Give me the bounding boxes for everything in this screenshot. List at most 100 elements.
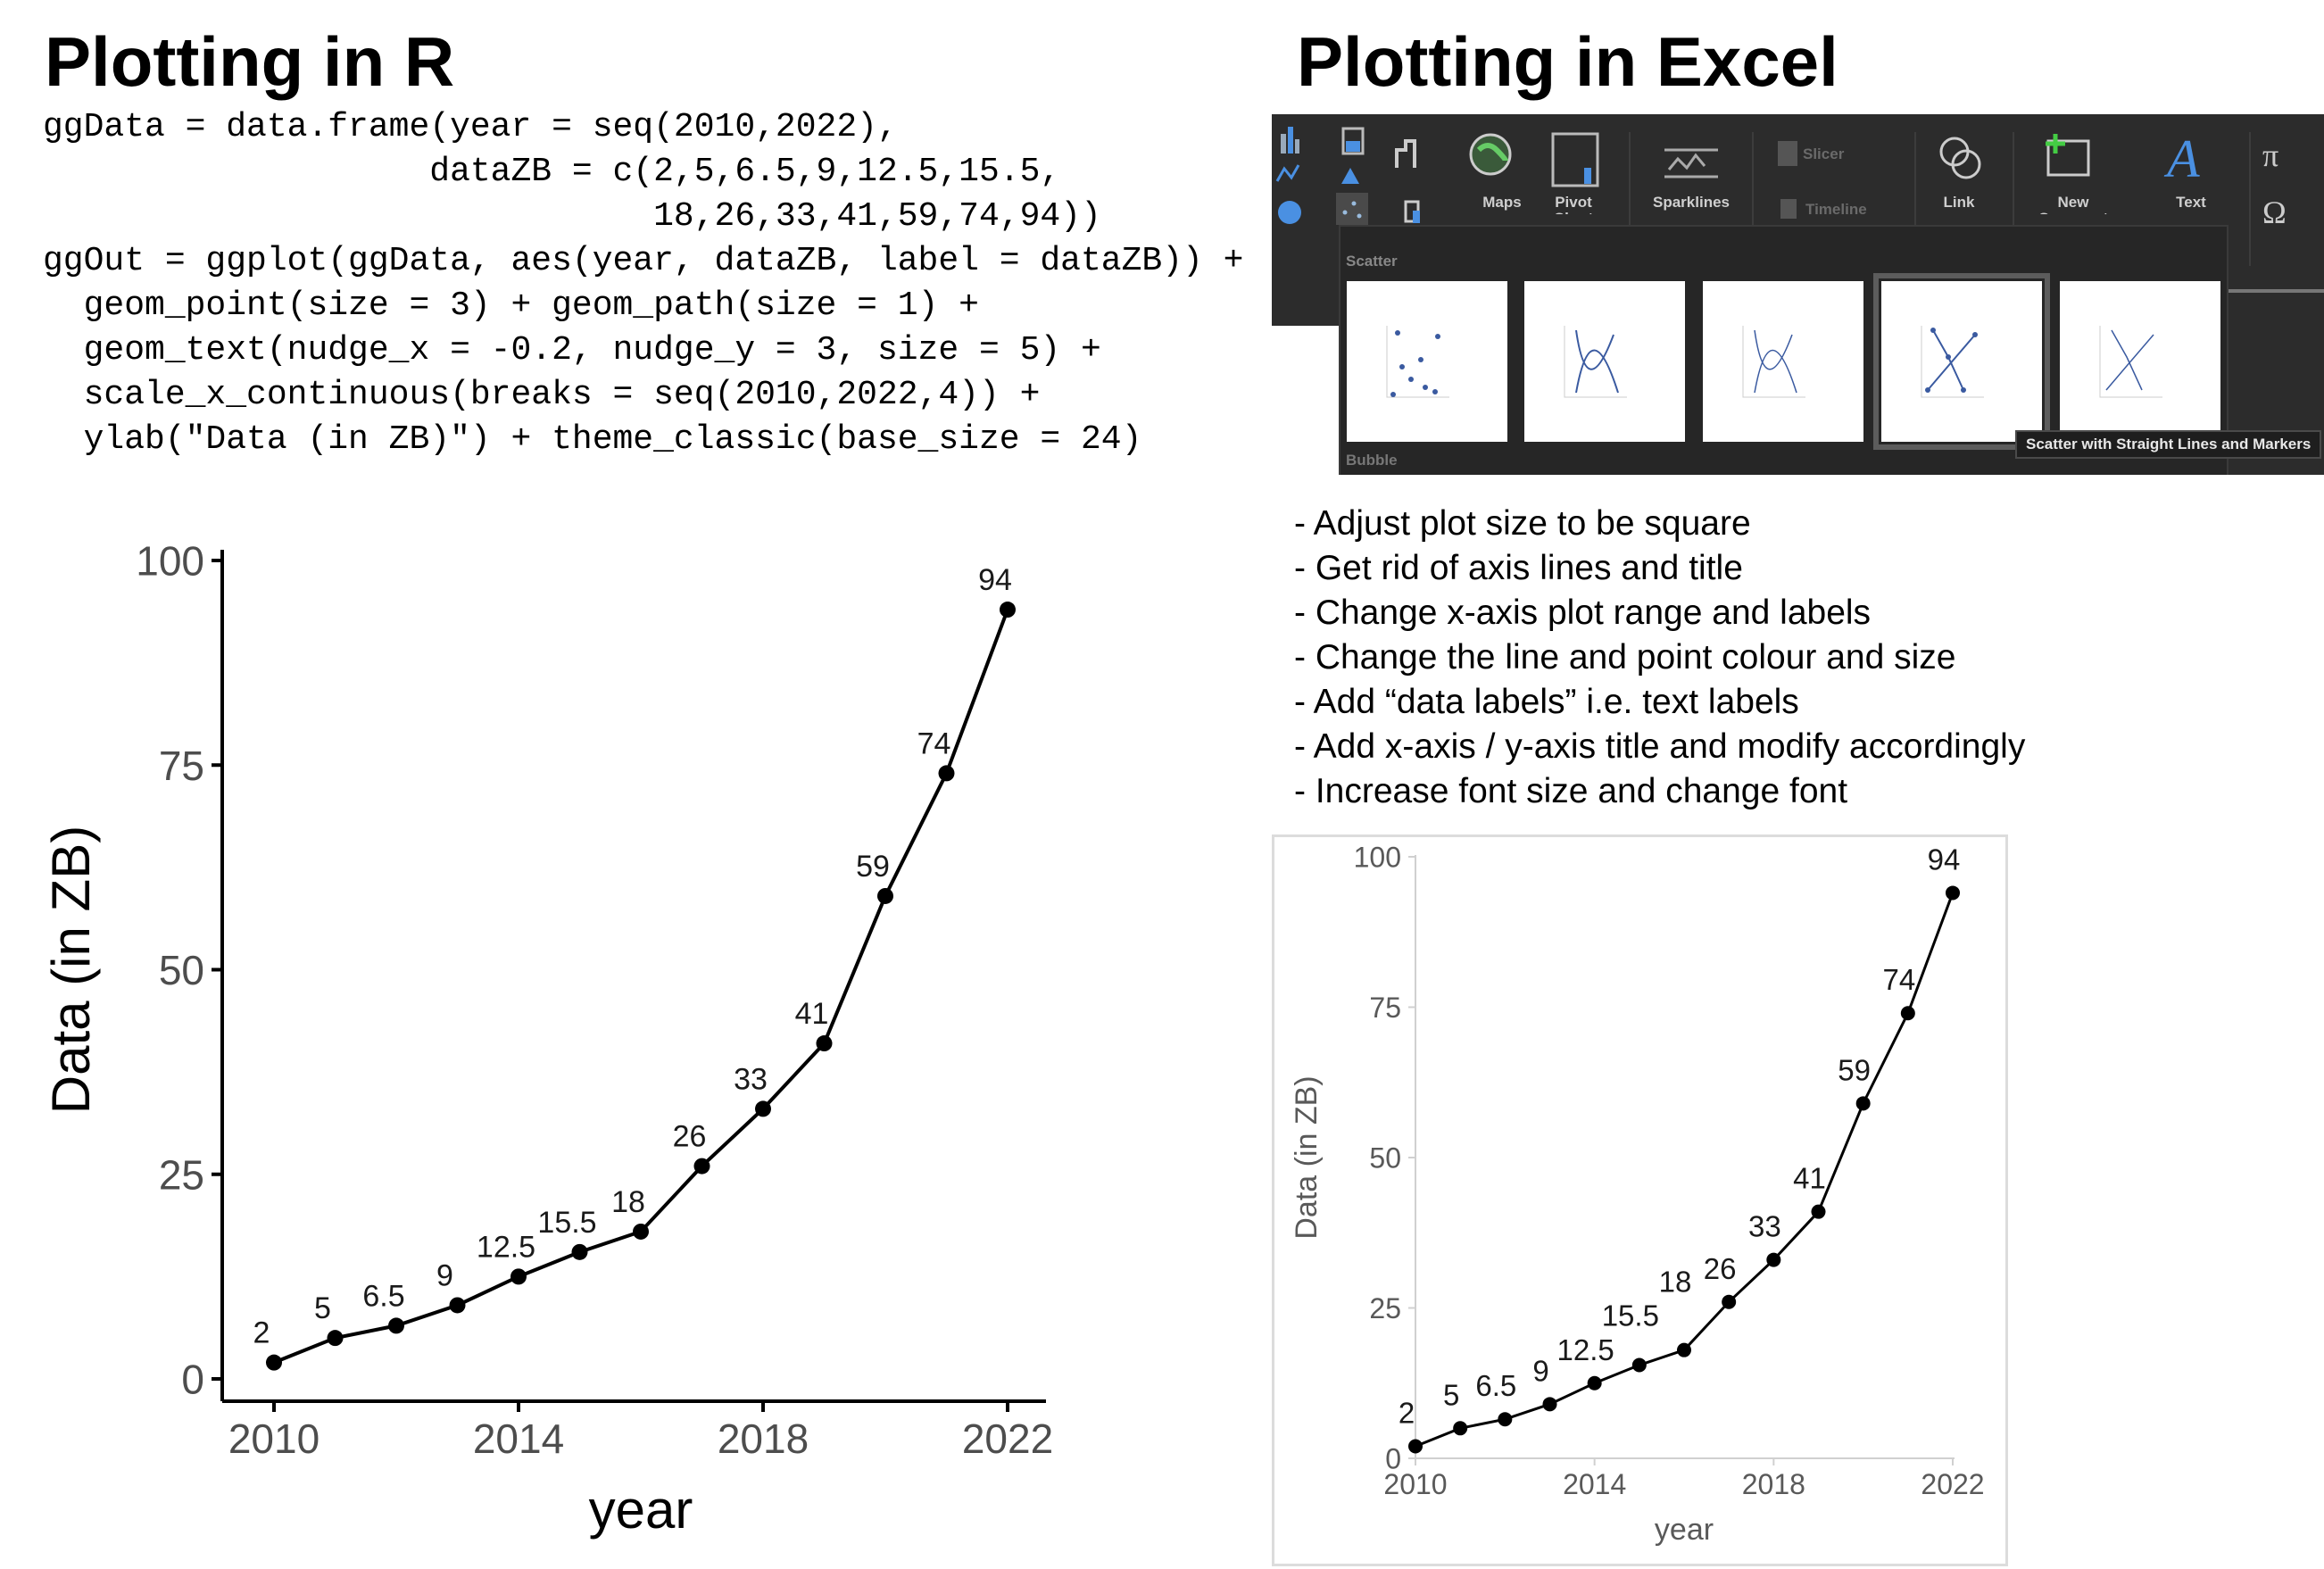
- ribbon-separator: [1752, 132, 1754, 266]
- x-tick-label: 2018: [1742, 1468, 1805, 1500]
- text-icon[interactable]: A: [2163, 129, 2200, 188]
- scatter-option-smooth-lines[interactable]: [1703, 281, 1863, 442]
- data-label: 41: [1793, 1162, 1826, 1195]
- x-tick-label: 2022: [962, 1415, 1053, 1462]
- list-item: - Add “data labels” i.e. text labels: [1294, 683, 1799, 721]
- data-point: [1498, 1412, 1513, 1427]
- x-axis-title: year: [589, 1480, 693, 1540]
- excel-chart-frame: [1272, 834, 2008, 1566]
- data-label: 9: [436, 1258, 453, 1292]
- text-button[interactable]: Text: [2176, 194, 2206, 211]
- maps-icon[interactable]: [1469, 133, 1512, 176]
- x-tick-label: 2010: [1383, 1468, 1447, 1500]
- code-line: 18,26,33,41,59,74,94)): [43, 197, 1101, 236]
- data-point: [693, 1158, 710, 1175]
- tooltip: Scatter with Straight Lines and Markers: [2015, 430, 2322, 459]
- data-label: 6.5: [1475, 1369, 1516, 1402]
- data-label: 18: [611, 1185, 645, 1219]
- data-point: [1722, 1294, 1737, 1309]
- data-point: [388, 1317, 404, 1334]
- y-tick-label: 50: [1369, 1142, 1401, 1175]
- link-button[interactable]: Link: [1943, 194, 1975, 211]
- waterfall-chart-icon[interactable]: [1395, 139, 1416, 168]
- data-point: [1408, 1439, 1423, 1454]
- data-point: [1900, 1006, 1915, 1021]
- data-point: [510, 1268, 527, 1285]
- data-point: [1453, 1421, 1468, 1436]
- data-label: 5: [314, 1291, 331, 1325]
- scatter-option-smooth-lines-markers[interactable]: [1524, 281, 1685, 442]
- excel-insert-ribbon: A π Ω Maps Pivot Chart Sparklines Slicer…: [1272, 114, 2324, 475]
- list-item: - Increase font size and change font: [1294, 772, 1848, 810]
- data-point: [449, 1297, 466, 1314]
- list-item: - Get rid of axis lines and title: [1294, 549, 1743, 587]
- y-tick-label: 100: [1354, 842, 1401, 874]
- x-tick-label: 2018: [718, 1415, 809, 1462]
- maps-button[interactable]: Maps: [1482, 194, 1522, 211]
- data-label: 26: [673, 1120, 707, 1154]
- data-label: 15.5: [1602, 1299, 1659, 1332]
- statistic-chart-icon[interactable]: [1341, 168, 1359, 184]
- code-line: geom_point(size = 3) + geom_path(size = …: [43, 286, 979, 325]
- pivot-chart-icon[interactable]: [1551, 132, 1599, 187]
- sparklines-button[interactable]: Sparklines: [1653, 194, 1730, 211]
- code-line: dataZB = c(2,5,6.5,9,12.5,15.5,: [43, 153, 1061, 191]
- x-axis-title: year: [1655, 1513, 1714, 1547]
- scatter-option-straight-lines[interactable]: [2060, 281, 2220, 442]
- data-label: 18: [1659, 1266, 1692, 1299]
- list-item: - Add x-axis / y-axis title and modify a…: [1294, 727, 2026, 766]
- data-label: 94: [978, 563, 1012, 597]
- pie-chart-icon[interactable]: [1278, 201, 1301, 224]
- data-point: [633, 1223, 649, 1240]
- section-scatter-label: Scatter: [1346, 253, 1398, 270]
- data-point: [1946, 885, 1960, 901]
- equation-icon[interactable]: π: [2262, 137, 2278, 173]
- data-point: [1631, 1357, 1647, 1373]
- y-tick-label: 0: [1385, 1443, 1401, 1475]
- svg-text:Ω: Ω: [2262, 195, 2287, 230]
- new-comment-icon[interactable]: [2046, 134, 2090, 177]
- data-label: 59: [1838, 1053, 1871, 1086]
- y-tick-label: 25: [159, 1151, 204, 1198]
- scatter-chart-icon[interactable]: [1336, 193, 1368, 225]
- data-label: 33: [734, 1062, 768, 1096]
- column-chart-icon[interactable]: [1281, 127, 1299, 154]
- ribbon-separator: [2013, 132, 2014, 266]
- scatter-option-markers-only[interactable]: [1347, 281, 1507, 442]
- y-tick-label: 75: [159, 743, 204, 789]
- scatter-straight-markers-icon: [1921, 326, 1984, 398]
- link-icon[interactable]: [1939, 137, 1981, 179]
- slicer-button: Slicer: [1803, 145, 1845, 162]
- list-item: - Adjust plot size to be square: [1294, 504, 1751, 543]
- data-point: [816, 1035, 833, 1052]
- y-tick-label: 50: [159, 947, 204, 993]
- ribbon-divider: [2227, 289, 2324, 293]
- line-chart-icon[interactable]: [1275, 164, 1300, 182]
- sparklines-icon[interactable]: [1664, 148, 1718, 178]
- data-point: [1587, 1375, 1602, 1391]
- x-tick-label: 2010: [228, 1415, 320, 1462]
- new-comment-button[interactable]: New Comment: [2038, 195, 2108, 214]
- x-tick-label: 2022: [1921, 1468, 1984, 1500]
- x-tick-label: 2014: [1563, 1468, 1626, 1500]
- y-axis-title: Data (in ZB): [41, 826, 101, 1114]
- series-line: [1415, 892, 1955, 1448]
- combo-chart-icon[interactable]: [1404, 200, 1420, 223]
- data-label: 74: [917, 726, 951, 760]
- scatter-option-straight-lines-markers[interactable]: [1873, 273, 2050, 450]
- data-label: 26: [1704, 1252, 1737, 1285]
- code-line: ggData = data.frame(year = seq(2010,2022…: [43, 108, 898, 146]
- symbol-icon[interactable]: Ω: [2262, 195, 2287, 230]
- y-axis-title: Data (in ZB): [1290, 1075, 1324, 1239]
- scatter-smooth-markers-icon: [1564, 326, 1627, 398]
- timeline-icon: [1780, 199, 1797, 219]
- data-label: 9: [1532, 1354, 1548, 1387]
- page-title-r: Plotting in R: [45, 22, 455, 101]
- y-tick-label: 25: [1369, 1292, 1401, 1324]
- data-label: 94: [1928, 843, 1961, 876]
- y-tick-label: 0: [181, 1357, 204, 1403]
- hierarchy-chart-icon[interactable]: [1341, 127, 1365, 155]
- code-line: scale_x_continuous(breaks = seq(2010,202…: [43, 376, 1041, 414]
- pivot-chart-button[interactable]: Pivot Chart: [1554, 195, 1593, 214]
